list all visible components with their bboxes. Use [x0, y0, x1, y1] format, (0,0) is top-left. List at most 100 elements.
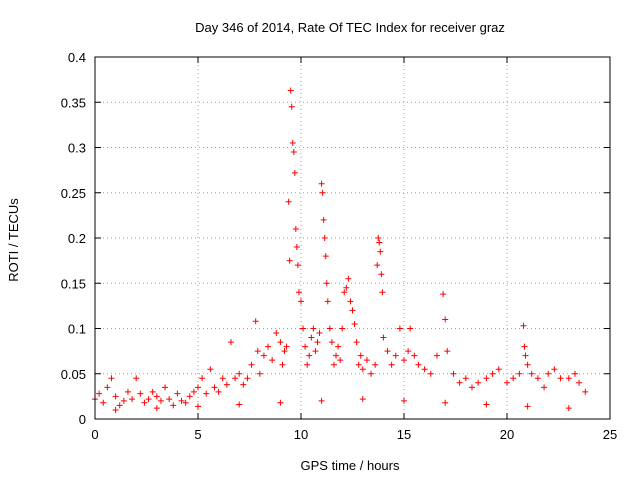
data-point — [292, 225, 299, 232]
x-tick-label: 25 — [603, 427, 617, 442]
data-point — [153, 405, 160, 412]
data-point — [248, 361, 255, 368]
data-point — [351, 320, 358, 327]
data-point — [133, 375, 140, 382]
data-point — [353, 339, 360, 346]
y-tick-label: 0.4 — [68, 50, 86, 65]
data-point — [475, 379, 482, 386]
data-point — [520, 322, 527, 329]
data-point — [516, 370, 523, 377]
data-point — [166, 396, 173, 403]
data-point — [141, 399, 148, 406]
data-point — [489, 370, 496, 377]
data-point — [294, 262, 301, 269]
y-tick-label: 0.1 — [68, 322, 86, 337]
data-point — [314, 339, 321, 346]
data-point — [302, 343, 309, 350]
data-point — [285, 198, 292, 205]
data-point — [318, 180, 325, 187]
data-point — [269, 357, 276, 364]
data-point — [291, 169, 298, 176]
data-point — [565, 405, 572, 412]
data-point — [421, 366, 428, 373]
data-point — [521, 343, 528, 350]
data-point — [260, 352, 267, 359]
data-point — [252, 318, 259, 325]
data-point — [290, 149, 297, 156]
data-point — [328, 339, 335, 346]
data-point — [240, 381, 247, 388]
data-point — [337, 357, 344, 364]
data-point — [330, 361, 337, 368]
data-point — [347, 298, 354, 305]
y-tick-label: 0.25 — [61, 186, 86, 201]
data-point — [215, 388, 222, 395]
data-point — [236, 401, 243, 408]
x-tick-label: 0 — [91, 427, 98, 442]
data-point — [254, 348, 261, 355]
data-point — [322, 253, 329, 260]
data-point — [433, 352, 440, 359]
data-point — [273, 330, 280, 337]
data-point — [582, 388, 589, 395]
data-point — [524, 361, 531, 368]
data-point — [324, 298, 331, 305]
data-point — [388, 361, 395, 368]
data-point — [571, 370, 578, 377]
data-point — [522, 352, 529, 359]
data-point — [227, 339, 234, 346]
x-tick-label: 15 — [397, 427, 411, 442]
y-tick-label: 0.2 — [68, 231, 86, 246]
data-point — [289, 139, 296, 146]
data-point — [186, 393, 193, 400]
data-point — [190, 388, 197, 395]
data-point — [440, 291, 447, 298]
data-point — [256, 370, 263, 377]
data-point — [450, 370, 457, 377]
data-point — [341, 289, 348, 296]
data-point — [380, 334, 387, 341]
data-point — [355, 361, 362, 368]
data-point — [265, 343, 272, 350]
tick-labels: 0 5 10 15 20 25 0 0.05 0.1 0.15 0.2 0.25 0.3 0.35 0.4 — [61, 50, 618, 442]
data-point — [427, 370, 434, 377]
plot-frame — [94, 56, 611, 420]
data-point — [149, 388, 156, 395]
data-point — [349, 307, 356, 314]
data-point — [401, 357, 407, 364]
data-point — [199, 375, 206, 382]
data-point — [283, 343, 290, 350]
data-point — [174, 390, 181, 397]
data-point — [444, 348, 451, 355]
data-point — [504, 379, 510, 386]
data-point — [407, 325, 414, 332]
data-point — [108, 375, 115, 382]
data-point — [534, 375, 541, 382]
grid-lines — [95, 57, 610, 419]
data-point — [320, 216, 327, 223]
data-point — [310, 325, 317, 332]
data-point — [195, 384, 201, 391]
data-point — [318, 397, 325, 404]
data-point — [343, 284, 350, 291]
x-tick-label: 10 — [294, 427, 308, 442]
data-point — [162, 384, 169, 391]
data-point — [333, 352, 340, 359]
data-point — [557, 375, 564, 382]
y-axis-label: ROTI / TECUs — [6, 198, 21, 282]
data-point — [495, 366, 502, 373]
data-point — [304, 361, 311, 368]
data-point — [363, 357, 370, 364]
data-point — [286, 257, 293, 264]
data-point — [545, 370, 552, 377]
data-point — [384, 348, 391, 355]
data-point — [298, 298, 304, 305]
y-tick-label: 0.05 — [61, 367, 86, 382]
data-point — [145, 396, 152, 403]
data-point — [170, 402, 177, 409]
x-axis-label: GPS time / hours — [301, 458, 400, 473]
axes — [94, 56, 611, 420]
y-tick-label: 0 — [79, 412, 86, 427]
data-point — [524, 403, 531, 410]
data-point — [157, 397, 164, 404]
